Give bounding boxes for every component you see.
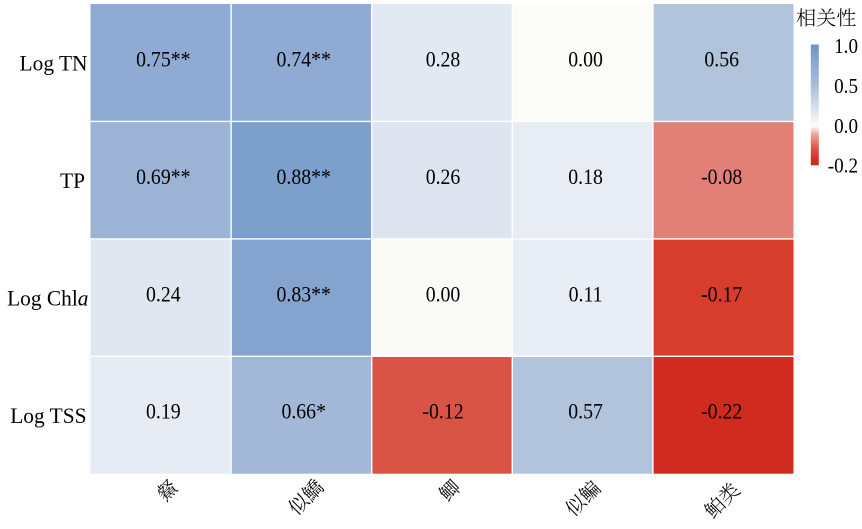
svg-text:1.0: 1.0 [834,35,858,58]
svg-text:0.00: 0.00 [426,281,461,306]
svg-text:-0.22: -0.22 [701,399,742,424]
svg-text:Log TN: Log TN [20,51,88,75]
svg-text:0.88**: 0.88** [277,164,331,189]
svg-text:0.00: 0.00 [568,46,603,71]
svg-text:0.28: 0.28 [426,46,461,71]
svg-text:-0.2: -0.2 [828,155,858,178]
svg-text:Log TSS: Log TSS [10,404,86,428]
svg-text:0.5: 0.5 [834,75,858,98]
svg-text:0.0: 0.0 [834,115,858,138]
svg-text:0.75**: 0.75** [136,46,190,71]
svg-text:0.56: 0.56 [704,46,739,71]
svg-text:0.26: 0.26 [426,164,461,189]
svg-text:0.69**: 0.69** [136,164,190,189]
svg-text:0.74**: 0.74** [277,46,331,71]
svg-text:0.11: 0.11 [569,281,603,306]
svg-text:0.57: 0.57 [568,399,603,424]
svg-text:-0.17: -0.17 [701,281,742,306]
svg-text:0.66*: 0.66* [281,399,326,424]
svg-text:TP: TP [60,169,85,193]
svg-text:-0.08: -0.08 [701,164,742,189]
svg-text:0.19: 0.19 [146,399,181,424]
svg-text:-0.12: -0.12 [422,399,463,424]
svg-text:0.83**: 0.83** [277,281,331,306]
svg-text:0.18: 0.18 [568,164,603,189]
svg-text:0.24: 0.24 [146,281,181,306]
svg-text:Log Chla: Log Chla [7,286,89,310]
